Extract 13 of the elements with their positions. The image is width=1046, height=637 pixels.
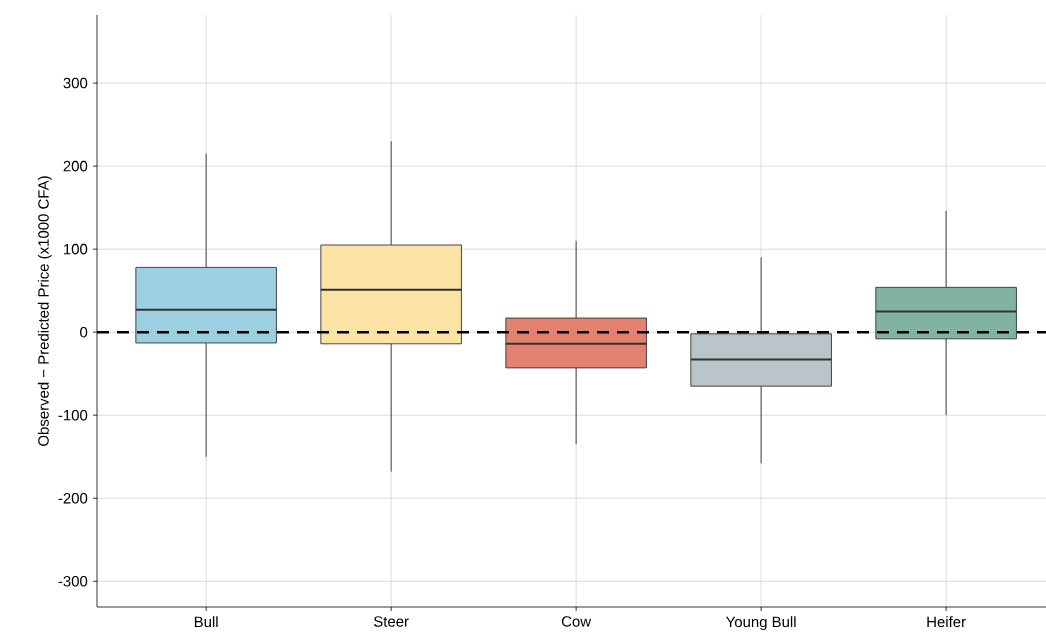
y-tick-label: 300 (63, 77, 88, 89)
y-tick-label: 100 (64, 243, 88, 255)
x-tick-label: Cow (561, 616, 592, 627)
y-tick-label: -100 (58, 409, 88, 421)
x-tick-label: Heifer (927, 616, 966, 628)
y-tick-label: -300 (58, 575, 88, 587)
y-tick-label: 200 (63, 160, 88, 172)
x-tick-label: Steer (373, 616, 409, 627)
y-tick-label: -200 (58, 492, 88, 504)
x-tick-label: Young Bull (726, 616, 796, 631)
y-axis-title: Observed − Predicted Price (x1000 CFA) (37, 176, 52, 446)
x-tick-label: Bull (194, 616, 218, 628)
y-tick-label: 0 (80, 326, 88, 338)
